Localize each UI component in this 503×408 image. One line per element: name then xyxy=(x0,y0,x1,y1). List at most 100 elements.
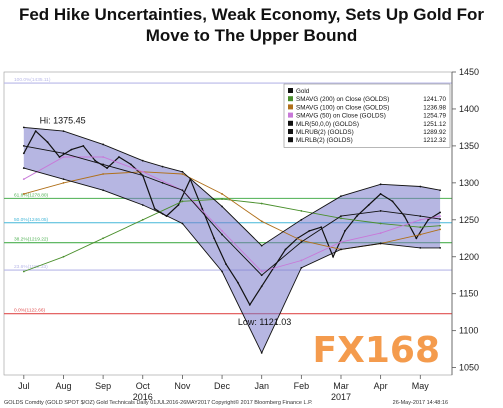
series-6-point-0 xyxy=(22,167,25,169)
series-6-point-2 xyxy=(102,189,105,192)
series-2-point-6 xyxy=(260,220,263,223)
legend-swatch-1 xyxy=(288,96,293,102)
legend-value-1: 1241.70 xyxy=(423,96,446,103)
year-label-0: 2016 xyxy=(133,392,153,402)
series-0-point-3 xyxy=(58,156,61,158)
series-0-point-22 xyxy=(284,248,287,251)
series-1-point-2 xyxy=(102,237,105,240)
series-3-point-3 xyxy=(141,170,144,173)
legend-value-6: 1212.32 xyxy=(423,137,446,144)
series-4-point-2 xyxy=(102,163,105,166)
watermark-text: FX168 xyxy=(313,330,441,371)
series-6-point-11 xyxy=(419,246,422,249)
series-0-point-2 xyxy=(46,141,49,144)
series-5-point-4 xyxy=(161,165,164,168)
x-tick-label-1: Aug xyxy=(55,381,71,391)
series-5-point-5 xyxy=(181,170,184,173)
y-tick-label-1: 1100 xyxy=(459,326,478,336)
series-2-point-5 xyxy=(221,193,223,195)
legend-label-5: MLRUB(2) (GOLDS) xyxy=(296,129,354,136)
series-1-point-11 xyxy=(439,224,442,227)
series-6-point-7 xyxy=(260,351,263,354)
legend-value-3: 1254.79 xyxy=(423,113,446,120)
series-4-point-12 xyxy=(439,218,442,220)
y-tick-label-8: 1450 xyxy=(459,67,479,77)
footer-left: GOLDS Comdty (GOLD SPOT $/OZ) Gold Techn… xyxy=(4,400,210,406)
series-6-point-10 xyxy=(379,242,382,245)
series-1-point-1 xyxy=(62,255,65,258)
series-1-point-6 xyxy=(260,202,263,205)
x-tick-label-5: Dec xyxy=(214,381,231,391)
series-1-point-4 xyxy=(181,200,184,203)
annotation-0: Hi: 1375.45 xyxy=(40,115,86,125)
series-2-point-10 xyxy=(419,233,422,236)
series-2-point-7 xyxy=(300,239,303,242)
series-line-3 xyxy=(23,156,441,273)
series-6-point-3 xyxy=(141,204,144,206)
annotations: Hi: 1375.45 Low: 1121.03 xyxy=(40,115,292,327)
legend-swatch-5 xyxy=(288,129,293,134)
series-4-point-4 xyxy=(161,181,164,184)
series-0-point-9 xyxy=(129,163,132,166)
series-3-point-10 xyxy=(419,218,422,221)
series-6-point-6 xyxy=(221,270,223,273)
fib-label-1: 61.8%(1278.80) xyxy=(14,192,49,198)
series-0-point-24 xyxy=(308,229,311,232)
series-0-point-7 xyxy=(106,167,108,169)
series-5-point-11 xyxy=(419,185,422,188)
series-0-point-0 xyxy=(22,152,25,155)
series-3-point-0 xyxy=(22,178,25,181)
series-0-point-27 xyxy=(344,229,346,232)
series-5-point-9 xyxy=(340,195,342,198)
series-0-point-26 xyxy=(332,255,334,258)
series-6-point-9 xyxy=(340,248,342,251)
series-0-point-33 xyxy=(415,237,418,240)
x-axis: Jul Aug Sep Oct Nov Dec Jan Feb Mar Apr May 2016 201… xyxy=(18,375,429,402)
series-3-point-5 xyxy=(221,229,223,232)
fib-label-2: 50.0%(1246.05) xyxy=(14,217,49,223)
fib-label-3: 38.2%(1219.22) xyxy=(14,237,49,243)
series-2-point-1 xyxy=(62,181,65,184)
series-0-point-32 xyxy=(403,215,406,218)
legend-label-4: MLR(50,0,0) (GOLDS) xyxy=(296,121,359,128)
series-1-point-8 xyxy=(340,217,342,220)
y-tick-label-5: 1300 xyxy=(459,178,479,188)
x-tick-label-2: Sep xyxy=(95,381,111,391)
series-5-point-7 xyxy=(260,244,263,247)
series-5-point-8 xyxy=(300,218,303,221)
series-4-point-9 xyxy=(340,215,342,218)
series-5-point-12 xyxy=(439,189,442,192)
legend-swatch-0 xyxy=(288,88,293,93)
series-5-point-10 xyxy=(379,183,382,186)
series-0-point-16 xyxy=(213,237,216,240)
series-6-point-5 xyxy=(181,222,184,225)
band-fill xyxy=(23,127,441,353)
x-tick-label-6: Jan xyxy=(254,381,269,391)
series-4-point-11 xyxy=(419,215,422,218)
series-3-point-8 xyxy=(340,241,342,243)
series-4-point-1 xyxy=(62,152,65,155)
series-4-point-3 xyxy=(141,174,144,177)
fib-label-5: 0.0%(1122.66) xyxy=(14,308,46,314)
series-0-point-29 xyxy=(367,204,370,206)
series-0-point-28 xyxy=(355,215,358,218)
series-0-point-34 xyxy=(427,218,430,221)
series-5-point-6 xyxy=(221,205,223,208)
series-0-point-5 xyxy=(82,145,85,147)
series-0-point-8 xyxy=(118,156,120,158)
series-5-point-0 xyxy=(22,126,25,129)
watermark: FX168 xyxy=(313,330,441,371)
series-4-point-10 xyxy=(379,210,382,212)
y-axis: 1050 1100 1150 1200 1250 1300 1350 1400 1450 xyxy=(451,67,479,375)
series-0-point-19 xyxy=(248,303,251,306)
series-6-point-4 xyxy=(161,212,164,215)
fib-label-0: 100.0%(1435.11) xyxy=(14,77,51,83)
series-6-point-12 xyxy=(439,246,442,249)
series-1-point-3 xyxy=(141,218,144,221)
series-2-point-2 xyxy=(102,173,105,175)
series-0-point-13 xyxy=(177,204,180,206)
series-lines xyxy=(22,126,442,354)
series-3-point-11 xyxy=(439,215,442,218)
